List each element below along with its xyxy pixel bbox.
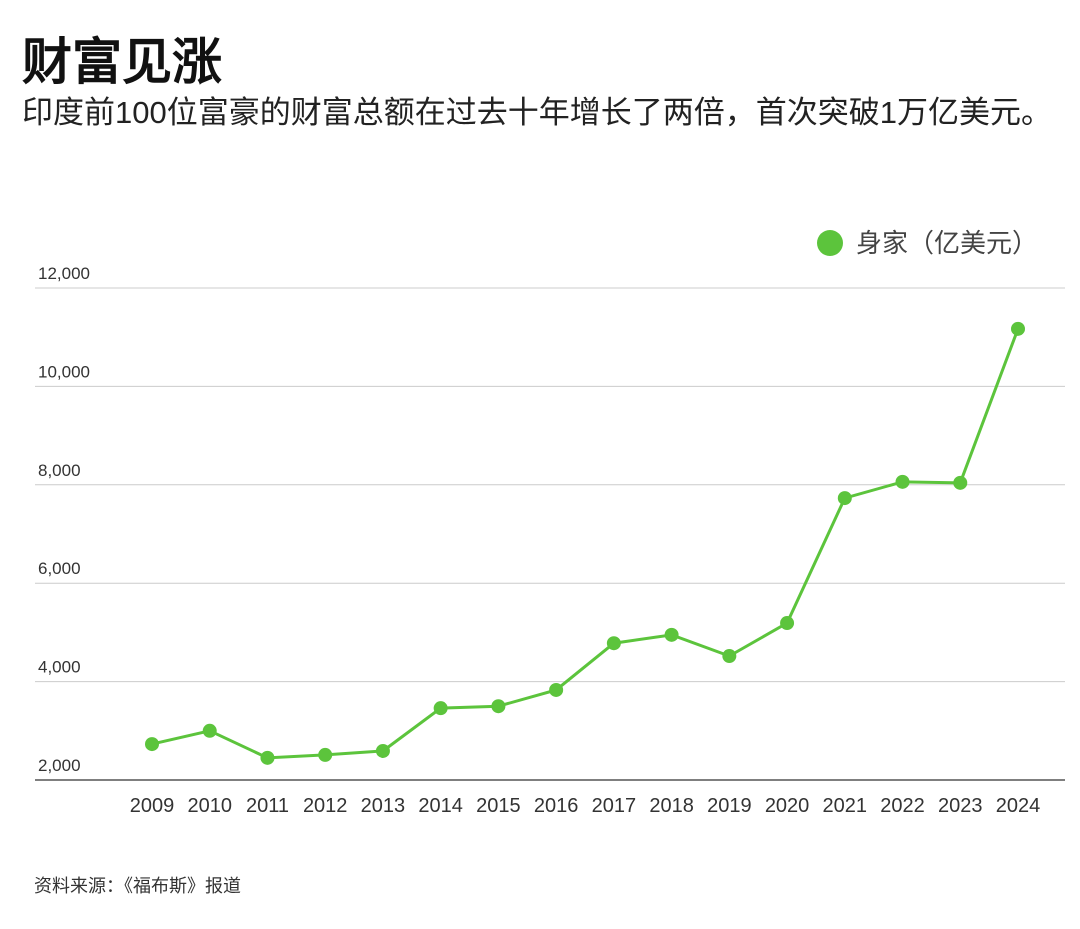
point — [1011, 321, 1025, 336]
point — [375, 743, 390, 758]
x-tick-label: 2019 — [707, 795, 752, 817]
x-tick-label: 2014 — [418, 795, 463, 817]
source-note: 资料来源：《福布斯》报道 — [34, 876, 241, 896]
y-tick-label: 8,000 — [38, 461, 81, 480]
x-tick-label: 2011 — [246, 795, 289, 817]
point — [953, 475, 968, 490]
legend-marker — [817, 230, 843, 256]
point — [491, 699, 506, 714]
chart-title: 财富见涨 — [22, 34, 222, 90]
y-tick-label: 12,000 — [38, 264, 90, 283]
x-tick-label: 2024 — [996, 795, 1041, 817]
point — [433, 701, 448, 716]
y-tick-label: 6,000 — [38, 559, 81, 578]
x-tick-label: 2020 — [765, 795, 810, 817]
point — [722, 649, 737, 664]
point — [606, 636, 621, 651]
point — [837, 491, 852, 506]
x-tick-label: 2018 — [649, 795, 694, 817]
point — [780, 616, 795, 631]
y-tick-label: 4,000 — [38, 658, 81, 677]
point — [895, 474, 910, 489]
x-tick-label: 2012 — [303, 795, 348, 817]
x-tick-label: 2022 — [880, 795, 925, 817]
x-tick-label: 2010 — [187, 795, 232, 817]
x-tick-label: 2015 — [476, 795, 521, 817]
point — [664, 627, 679, 642]
line — [151, 328, 1020, 760]
x-tick-label: 2017 — [592, 795, 637, 817]
point — [145, 737, 159, 752]
x-tick-label: 2023 — [938, 795, 983, 817]
y-tick-label: 10,000 — [38, 362, 90, 381]
point — [260, 750, 275, 765]
x-tick-label: 2016 — [534, 795, 579, 817]
point — [549, 682, 564, 697]
point — [318, 747, 333, 762]
x-tick-label: 2021 — [823, 795, 868, 817]
chart-subtitle: 印度前100位富豪的财富总额在过去十年增长了两倍，首次突破1万亿美元。 — [22, 95, 1052, 130]
x-tick-label: 2013 — [361, 795, 406, 817]
y-tick-label: 2,000 — [38, 756, 81, 775]
x-tick-label: 2009 — [130, 795, 175, 817]
point — [202, 723, 217, 738]
legend-label: 身家（亿美元） — [856, 228, 1038, 258]
